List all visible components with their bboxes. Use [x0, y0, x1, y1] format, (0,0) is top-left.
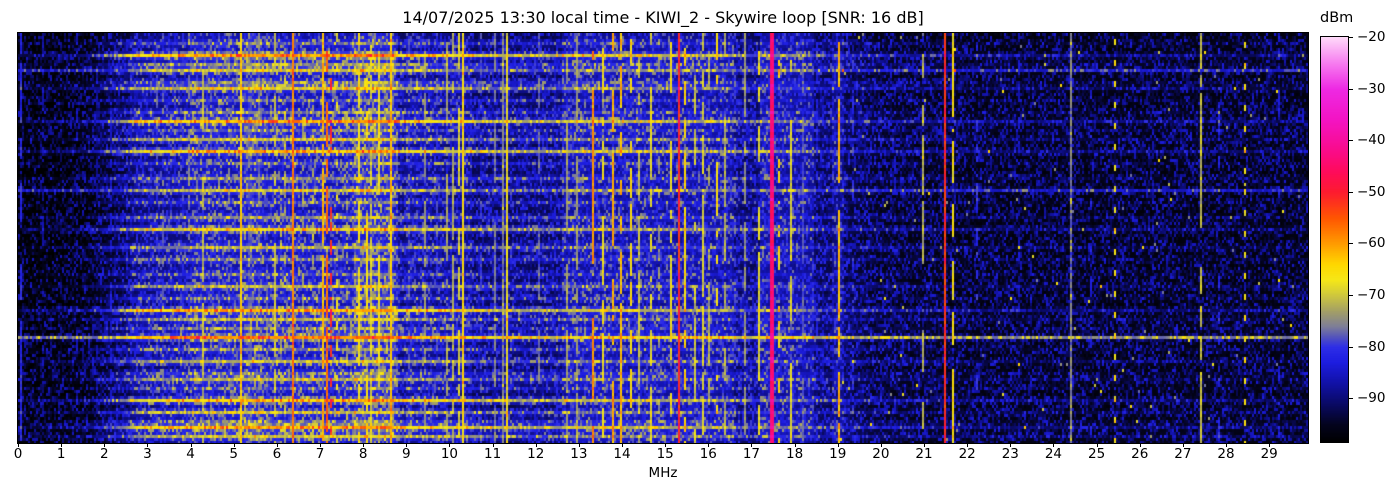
colorbar: [1320, 36, 1349, 443]
x-tick-label: 19: [829, 446, 847, 462]
colorbar-tick: [1349, 398, 1353, 400]
colorbar-tick: [1349, 37, 1353, 38]
colorbar-tick: [1349, 140, 1353, 142]
colorbar-tick: [1349, 191, 1353, 193]
x-tick: [1053, 443, 1055, 447]
x-tick: [449, 443, 451, 447]
x-tick: [104, 443, 106, 447]
colorbar-tick-label: −30: [1357, 80, 1386, 97]
x-tick: [1096, 443, 1098, 447]
x-tick-label: 9: [401, 446, 411, 462]
colorbar-tick-label: −40: [1357, 132, 1386, 149]
x-tick: [406, 443, 408, 447]
waterfall-heatmap: [17, 32, 1309, 444]
x-tick-label: 20: [872, 446, 890, 462]
x-tick: [708, 443, 710, 447]
x-tick-label: 25: [1088, 446, 1106, 462]
x-axis-label: MHz: [648, 465, 678, 481]
colorbar-tick-label: −70: [1357, 286, 1386, 303]
x-tick: [578, 443, 580, 447]
x-tick: [147, 443, 149, 447]
x-tick: [837, 443, 839, 447]
x-tick: [320, 443, 321, 447]
x-tick-label: 21: [915, 446, 933, 462]
x-tick: [751, 443, 753, 447]
x-tick-label: 23: [1001, 446, 1019, 462]
x-tick-label: 11: [483, 446, 502, 462]
x-tick: [61, 443, 63, 447]
x-tick-label: 29: [1260, 446, 1278, 462]
x-tick-label: 4: [186, 446, 195, 462]
x-tick-label: 15: [656, 446, 674, 462]
colorbar-tick: [1349, 243, 1353, 245]
x-tick: [880, 443, 882, 447]
colorbar-tick-label: −50: [1357, 183, 1386, 200]
x-tick-label: 26: [1131, 446, 1149, 462]
x-tick-label: 0: [13, 446, 23, 462]
x-tick: [1269, 443, 1271, 447]
colorbar-tick: [1349, 346, 1353, 348]
x-tick: [924, 443, 926, 447]
x-tick-label: 6: [272, 446, 282, 462]
x-tick: [233, 443, 235, 447]
x-tick-label: 24: [1044, 446, 1063, 462]
x-tick: [190, 443, 192, 447]
x-tick: [967, 443, 969, 447]
colorbar-tick-label: −60: [1357, 235, 1386, 252]
x-tick-label: 27: [1174, 446, 1192, 462]
colorbar-tick: [1349, 88, 1353, 90]
x-tick: [276, 443, 278, 447]
x-tick-label: 7: [315, 446, 325, 462]
x-tick: [1182, 443, 1184, 447]
x-tick: [1010, 443, 1012, 447]
x-tick-label: 17: [742, 446, 761, 462]
x-tick-label: 18: [785, 446, 804, 462]
colorbar-tick-label: −90: [1357, 390, 1386, 407]
x-tick: [18, 443, 19, 447]
x-tick: [492, 443, 494, 447]
colorbar-unit-label: dBm: [1320, 10, 1354, 26]
colorbar-tick-label: −20: [1357, 29, 1386, 45]
x-tick-label: 16: [699, 446, 717, 462]
colorbar-tick-label: −80: [1357, 338, 1386, 355]
x-tick-label: 14: [613, 446, 631, 462]
chart-title: 14/07/2025 13:30 local time - KIWI_2 - S…: [402, 8, 924, 27]
x-tick: [665, 443, 667, 447]
x-tick: [363, 443, 365, 447]
x-tick-label: 10: [440, 446, 459, 462]
x-tick-label: 28: [1217, 446, 1235, 462]
colorbar-tick: [1349, 294, 1353, 296]
x-tick-label: 1: [56, 446, 66, 462]
x-tick-label: 12: [527, 446, 545, 462]
x-tick: [1139, 443, 1141, 447]
x-tick: [794, 443, 796, 447]
x-tick: [622, 443, 623, 447]
x-tick: [1226, 443, 1228, 447]
x-tick-label: 3: [143, 446, 152, 462]
x-tick-label: 8: [358, 446, 368, 462]
x-tick-label: 13: [570, 446, 588, 462]
x-tick: [535, 443, 537, 447]
x-tick-label: 5: [229, 446, 239, 462]
x-tick-label: 2: [99, 446, 109, 462]
x-tick-label: 22: [958, 446, 976, 462]
